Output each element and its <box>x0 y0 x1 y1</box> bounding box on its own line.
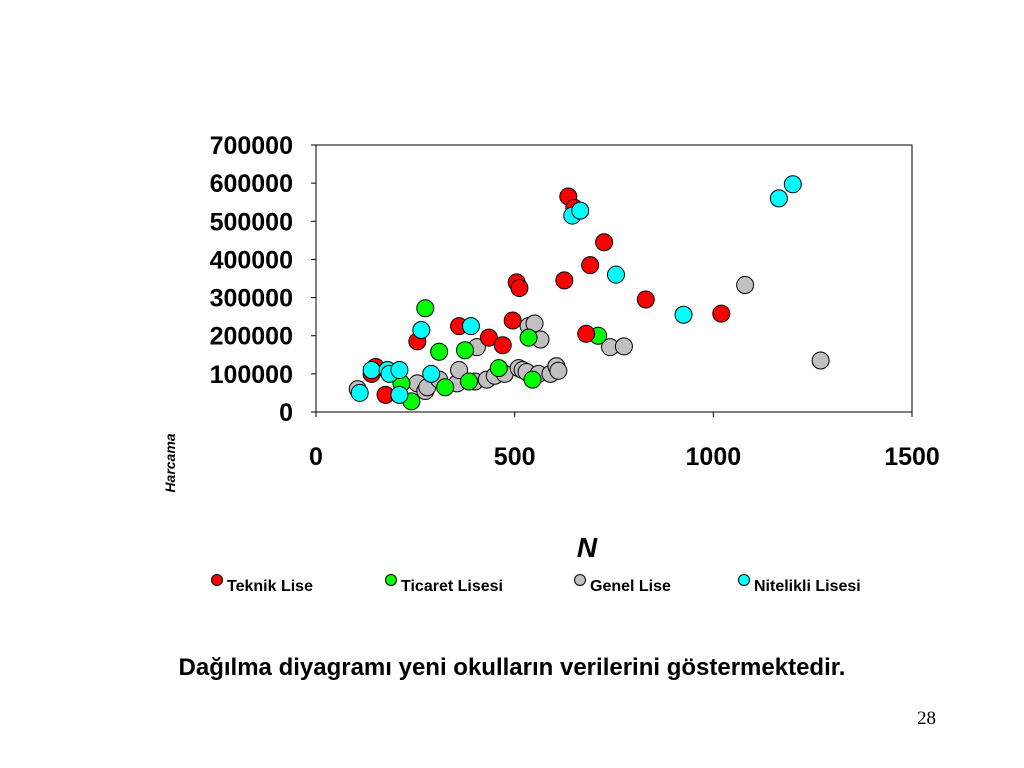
x-tick-label: 1500 <box>884 443 940 471</box>
legend-item: Ticaret Lisesi <box>385 574 503 595</box>
data-point <box>519 328 538 347</box>
data-point <box>493 336 512 355</box>
y-tick-label: 500000 <box>210 208 293 236</box>
page-number: 28 <box>917 708 936 729</box>
data-point <box>581 256 600 275</box>
data-point <box>577 324 596 343</box>
legend-label: Teknik Lise <box>227 578 313 595</box>
data-point <box>350 383 369 402</box>
data-points <box>348 175 830 411</box>
scatter-chart: 0 100000 200000 300000 400000 500000 600000 700… <box>162 132 940 595</box>
legend: Teknik Lise Ticaret Lisesi Genel Lise Nitel… <box>211 574 861 595</box>
y-tick-label: 600000 <box>210 170 293 198</box>
legend-marker <box>738 574 750 586</box>
y-tick-label: 100000 <box>210 361 293 389</box>
data-point <box>412 320 431 339</box>
data-point <box>712 304 731 323</box>
data-point <box>479 328 498 347</box>
data-point <box>390 361 409 380</box>
data-point <box>811 351 830 370</box>
legend-marker <box>211 574 223 586</box>
y-tick-label: 0 <box>279 399 293 427</box>
data-point <box>362 361 381 380</box>
legend-label: Ticaret Lisesi <box>401 578 503 595</box>
data-point <box>390 385 409 404</box>
y-tick-label: 300000 <box>210 285 293 313</box>
data-point <box>555 271 574 290</box>
y-axis: 0 100000 200000 300000 400000 500000 600000 700… <box>210 132 316 427</box>
data-point <box>510 279 529 298</box>
data-point <box>503 311 522 330</box>
data-point <box>436 378 455 397</box>
legend-label: Nitelikli Lisesi <box>754 578 861 595</box>
data-point <box>461 317 480 336</box>
data-point <box>614 337 633 356</box>
data-point <box>459 372 478 391</box>
legend-marker <box>574 574 586 586</box>
data-point <box>606 265 625 284</box>
legend-item: Teknik Lise <box>211 574 313 595</box>
data-point <box>736 275 755 294</box>
legend-label: Genel Lise <box>590 578 671 595</box>
legend-item: Genel Lise <box>574 574 671 595</box>
data-point <box>549 361 568 380</box>
legend-marker <box>385 574 397 586</box>
data-point <box>416 299 435 318</box>
y-tick-label: 700000 <box>210 132 293 160</box>
y-axis-label: Harcama <box>162 433 178 492</box>
slide-caption: Dağılma diyagramı yeni okulların veriler… <box>178 654 846 681</box>
x-tick-label: 500 <box>494 443 536 471</box>
x-axis: 0 500 1000 1500 <box>309 412 940 471</box>
data-point <box>783 175 802 194</box>
data-point <box>674 305 693 324</box>
data-point <box>595 233 614 252</box>
data-point <box>430 342 449 361</box>
y-tick-label: 200000 <box>210 323 293 351</box>
x-axis-label: N <box>577 532 598 563</box>
data-point <box>636 290 655 309</box>
data-point <box>523 370 542 389</box>
data-point <box>489 359 508 378</box>
data-point <box>450 361 469 380</box>
y-tick-label: 400000 <box>210 246 293 274</box>
x-tick-label: 0 <box>309 443 323 471</box>
legend-item: Nitelikli Lisesi <box>738 574 861 595</box>
data-point <box>571 201 590 220</box>
data-point <box>422 364 441 383</box>
data-point <box>769 189 788 208</box>
x-tick-label: 1000 <box>686 443 742 471</box>
data-point <box>456 341 474 360</box>
